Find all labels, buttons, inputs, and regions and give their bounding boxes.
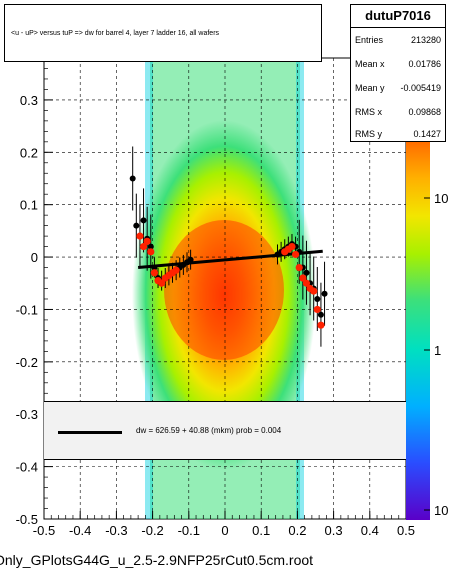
black-point bbox=[314, 295, 321, 302]
red-point bbox=[302, 279, 311, 287]
stat-label: RMS x bbox=[355, 107, 382, 117]
red-point bbox=[147, 248, 155, 256]
axis-ticks bbox=[43, 57, 407, 520]
stat-value: 0.1427 bbox=[413, 129, 441, 139]
black-point bbox=[147, 243, 154, 250]
y-tick-label: -0.2 bbox=[16, 355, 38, 370]
stat-label: Mean y bbox=[355, 83, 385, 93]
red-point bbox=[288, 242, 296, 251]
stats-box: dutuP7016 Entries 213280 Mean x 0.01786 … bbox=[350, 4, 446, 142]
x-tick-label: 0.4 bbox=[361, 523, 379, 538]
x-tick-label: -0.1 bbox=[178, 523, 200, 538]
black-point bbox=[321, 290, 328, 297]
colorbar-labels: 10 1 10 bbox=[424, 191, 448, 518]
footer-filename: Only_GPlotsG44G_u_2.5-2.9NFP25rCut0.5cm.… bbox=[0, 552, 450, 568]
black-point bbox=[140, 217, 147, 224]
colorbar-tick-label: 10 bbox=[434, 503, 448, 518]
stat-value: 213280 bbox=[410, 35, 441, 45]
x-tick-label: 0 bbox=[221, 523, 228, 538]
y-tick-label: 0.3 bbox=[20, 93, 38, 108]
fit-legend: dw = 626.59 + 40.88 (mkm) prob = 0.004 bbox=[44, 401, 406, 460]
y-tick-label: -0.4 bbox=[16, 460, 38, 475]
x-tick-labels: -0.5 -0.4 -0.3 -0.2 -0.1 0 0.1 0.2 0.3 0.4 0.5 bbox=[33, 523, 415, 538]
stat-row-mean-y: Mean y -0.005419 bbox=[355, 83, 441, 97]
stat-label: Mean x bbox=[355, 59, 385, 69]
red-point bbox=[172, 266, 180, 274]
red-point bbox=[136, 232, 144, 240]
stat-row-rms-y: RMS y 0.1427 bbox=[355, 129, 441, 143]
stat-label: Entries bbox=[355, 35, 384, 45]
x-tick-label: -0.3 bbox=[105, 523, 127, 538]
black-point bbox=[187, 256, 194, 263]
y-tick-label: -0.3 bbox=[16, 407, 38, 422]
red-point bbox=[295, 263, 303, 272]
stat-value: 0.01786 bbox=[408, 59, 441, 69]
black-point bbox=[303, 269, 310, 276]
y-tick-label: -0.1 bbox=[16, 302, 38, 317]
x-tick-label: -0.2 bbox=[141, 523, 163, 538]
stat-row-rms-x: RMS x 0.09868 bbox=[355, 107, 441, 121]
fit-line bbox=[137, 249, 323, 270]
red-point bbox=[313, 305, 321, 314]
red-point bbox=[317, 321, 325, 329]
black-point bbox=[151, 264, 158, 271]
red-point bbox=[158, 279, 166, 287]
legend-line-swatch bbox=[58, 431, 122, 434]
red-point bbox=[299, 274, 307, 282]
stat-label: RMS y bbox=[355, 129, 382, 139]
colorbar-tick-label: 1 bbox=[434, 343, 441, 358]
x-tick-label: 0.1 bbox=[252, 523, 270, 538]
black-point bbox=[317, 311, 324, 318]
red-point bbox=[291, 250, 300, 259]
black-point bbox=[129, 175, 136, 182]
colorbar bbox=[406, 140, 430, 520]
y-tick-label: -0.5 bbox=[16, 512, 38, 527]
x-tick-label: 0.5 bbox=[397, 523, 415, 538]
y-tick-labels: -0.5 -0.4 -0.3 -0.2 -0.1 0 0.1 0.2 0.3 bbox=[16, 93, 38, 527]
x-tick-label: -0.5 bbox=[33, 523, 55, 538]
chart-title: <u - uP> versus tuP => dw for barrel 4, … bbox=[11, 30, 220, 37]
x-tick-label: 0.3 bbox=[325, 523, 343, 538]
stats-name: dutuP7016 bbox=[351, 5, 445, 28]
stat-value: 0.09868 bbox=[408, 107, 441, 117]
stat-row-entries: Entries 213280 bbox=[355, 35, 441, 49]
black-point bbox=[133, 222, 140, 229]
red-point bbox=[150, 269, 159, 277]
y-tick-label: 0 bbox=[31, 250, 38, 265]
title-box: <u - uP> versus tuP => dw for barrel 4, … bbox=[4, 4, 322, 62]
stat-value: -0.005419 bbox=[400, 83, 441, 93]
y-tick-label: 0.1 bbox=[20, 198, 38, 213]
footer-text: Only_GPlotsG44G_u_2.5-2.9NFP25rCut0.5cm.… bbox=[0, 552, 314, 568]
stat-row-mean-x: Mean x 0.01786 bbox=[355, 59, 441, 73]
red-point bbox=[139, 242, 148, 251]
colorbar-tick-label: 10 bbox=[434, 191, 448, 206]
x-tick-label: -0.4 bbox=[69, 523, 91, 538]
legend-fit-label: dw = 626.59 + 40.88 (mkm) prob = 0.004 bbox=[136, 426, 282, 435]
red-points bbox=[136, 232, 325, 329]
x-tick-label: 0.2 bbox=[288, 523, 306, 538]
red-point bbox=[310, 287, 318, 295]
y-tick-label: 0.2 bbox=[20, 145, 38, 160]
red-point bbox=[143, 237, 151, 245]
